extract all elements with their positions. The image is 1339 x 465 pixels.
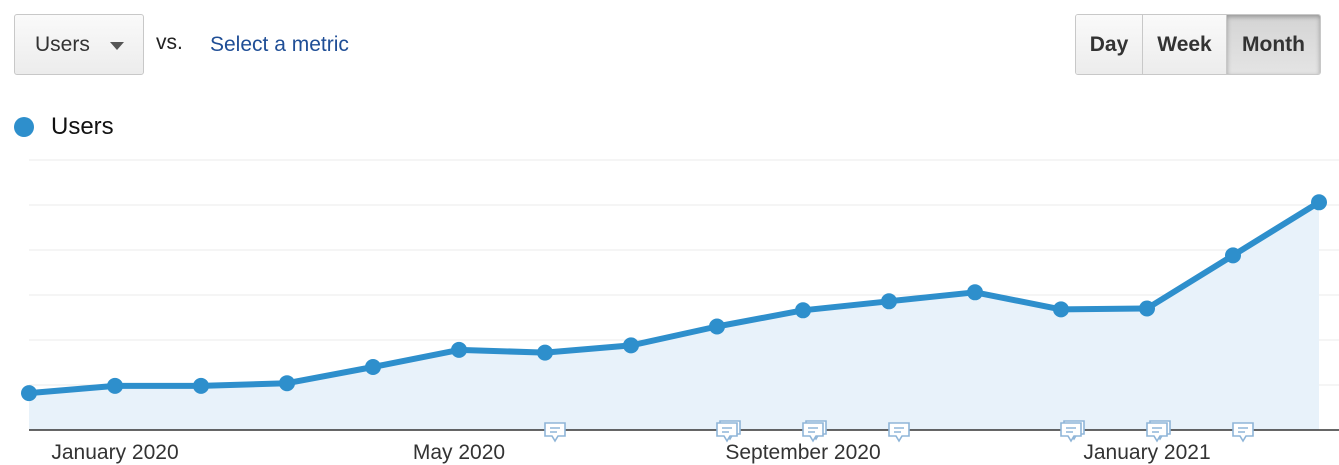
data-point (967, 284, 983, 301)
data-point (1053, 301, 1069, 318)
legend-swatch-users (14, 117, 34, 137)
chart-legend: Users (14, 113, 114, 141)
x-tick-label: May 2020 (413, 441, 505, 464)
month-button[interactable]: Month (1227, 15, 1320, 74)
x-tick-label: January 2021 (1083, 441, 1210, 464)
x-tick-label: January 2020 (51, 441, 178, 464)
day-button[interactable]: Day (1076, 15, 1143, 74)
data-point (451, 341, 467, 358)
data-point (1225, 247, 1241, 264)
data-point (1311, 194, 1327, 211)
metric-dropdown-label: Users (35, 32, 90, 56)
series-line-users (26, 199, 1322, 397)
vs-label: vs. (156, 31, 183, 54)
x-tick-label: September 2020 (725, 441, 880, 464)
legend-label-users: Users (51, 113, 114, 140)
data-point (365, 359, 381, 375)
data-point (537, 344, 553, 361)
metric-dropdown[interactable]: Users (14, 14, 144, 75)
data-point (279, 375, 295, 392)
series-area-users (29, 202, 1319, 430)
data-point (709, 318, 725, 335)
data-point (107, 377, 123, 394)
data-point (795, 302, 811, 319)
granularity-toggle: Day Week Month (1075, 14, 1321, 75)
week-button[interactable]: Week (1143, 15, 1227, 74)
data-point (21, 385, 37, 402)
data-point (1139, 300, 1155, 317)
select-metric-link[interactable]: Select a metric (210, 33, 349, 56)
data-point (193, 377, 209, 394)
chevron-down-icon (110, 42, 124, 50)
data-point (881, 293, 897, 310)
data-point (623, 337, 639, 354)
